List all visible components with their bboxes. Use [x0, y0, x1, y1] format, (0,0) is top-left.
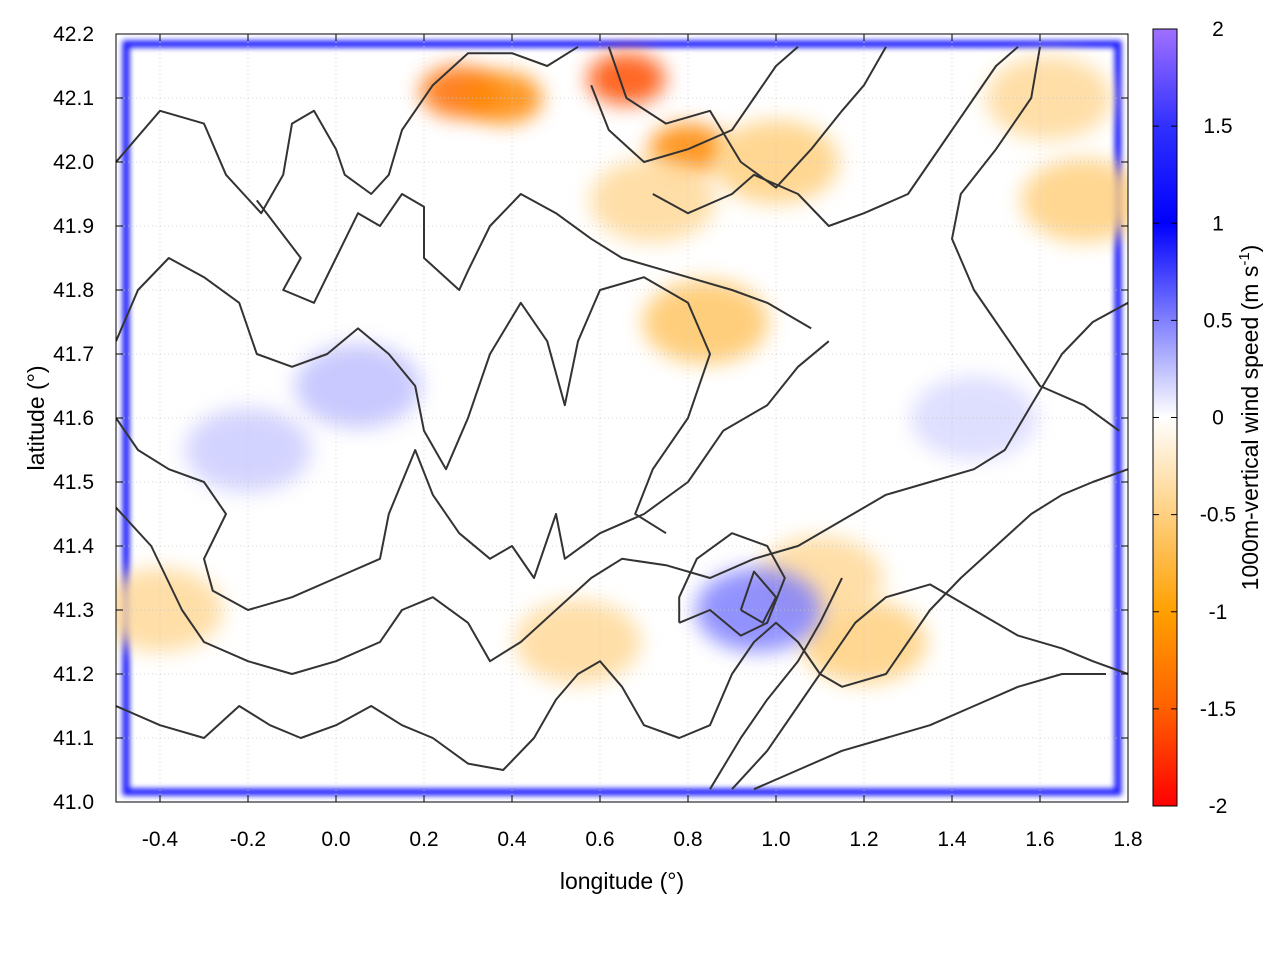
contour-lines	[116, 45, 1128, 791]
contour-line	[116, 45, 579, 215]
contour-line	[116, 340, 830, 611]
colorbar-tick-label: -1	[1209, 601, 1228, 624]
x-tick-label: 1.0	[761, 828, 790, 851]
colorbar-tick-label: 0	[1212, 407, 1224, 430]
y-axis-ticks: 41.0 41.1 41.2 41.3 41.4 41.5 41.6 41.7 41.8 41.9…	[53, 23, 1128, 814]
contour-line	[731, 583, 1128, 790]
y-tick-label: 41.5	[53, 471, 94, 494]
contour-line	[116, 301, 1128, 675]
contour-line	[739, 570, 777, 624]
colorbar-label-main: 1000m-vertical wind speed (m s	[1237, 266, 1263, 591]
colorbar-tick-label: 0.5	[1203, 309, 1232, 332]
colorbar-label-end: )	[1237, 245, 1263, 253]
y-tick-label: 41.9	[53, 215, 94, 238]
colorbar-tick-label: 1.5	[1203, 115, 1232, 138]
field-anomaly	[295, 344, 421, 428]
y-tick-label: 42.2	[53, 23, 94, 46]
x-tick-label: 0.2	[409, 828, 438, 851]
field-anomaly	[464, 72, 543, 124]
contour-line	[753, 673, 1106, 791]
x-tick-label: 1.8	[1113, 828, 1142, 851]
y-tick-label: 41.6	[53, 407, 94, 430]
field-anomaly	[1021, 158, 1128, 243]
field-anomaly	[515, 600, 641, 684]
colorbar-label-superscript: -1	[1236, 252, 1253, 265]
boundary-band	[122, 40, 1122, 796]
y-tick-label: 42.1	[53, 87, 94, 110]
y-tick-label: 41.3	[53, 599, 94, 622]
y-tick-label: 41.1	[53, 727, 94, 750]
x-axis-label: longitude (°)	[560, 868, 684, 894]
contour-line	[709, 577, 843, 790]
colorbar-label: 1000m-vertical wind speed (m s-1)	[1236, 245, 1263, 591]
x-tick-label: 1.4	[937, 828, 967, 851]
x-tick-label: 0.0	[321, 828, 350, 851]
field-anomaly	[589, 158, 716, 243]
colorbar-tick-label: 1	[1212, 212, 1224, 235]
x-tick-label: 0.6	[585, 828, 614, 851]
x-tick-label: 0.8	[673, 828, 702, 851]
contour-line	[256, 193, 812, 330]
colorbar-tick-label: -1.5	[1200, 698, 1236, 721]
x-tick-label: 1.2	[849, 828, 878, 851]
field-anomaly	[642, 280, 769, 364]
y-tick-label: 41.7	[53, 343, 94, 366]
y-axis-label: latitude (°)	[23, 365, 49, 470]
field-anomaly	[587, 52, 666, 105]
y-tick-label: 41.8	[53, 279, 94, 302]
colorbar-tick-label: -0.5	[1200, 504, 1236, 527]
field-anomaly	[911, 376, 1037, 460]
contour-line	[116, 257, 711, 535]
contour-line	[590, 46, 799, 163]
contour-line	[116, 468, 1128, 771]
contour-line	[678, 532, 786, 637]
x-tick-label: -0.2	[230, 828, 266, 851]
y-tick-label: 42.0	[53, 151, 94, 174]
contour-line	[951, 46, 1120, 432]
colorbar-tick-label: 2	[1212, 18, 1224, 41]
x-tick-label: -0.4	[142, 828, 179, 851]
contour-line	[652, 46, 1019, 227]
field-anomaly	[695, 568, 822, 652]
y-tick-label: 41.4	[53, 535, 94, 558]
contour-line	[607, 46, 887, 189]
y-tick-label: 41.0	[53, 791, 94, 814]
colorbar-tick-label: -2	[1209, 795, 1228, 818]
x-tick-label: 0.4	[497, 828, 527, 851]
x-tick-label: 1.6	[1025, 828, 1054, 851]
colorbar-ticks: 2 1.5 1 0.5 0 -0.5 -1 -1.5 -2	[1153, 18, 1236, 818]
x-axis-ticks: -0.4 -0.2 0.0 0.2 0.4 0.6 0.8 1.0 1.2 1.4 1.6 1.8	[142, 34, 1143, 851]
y-tick-label: 41.2	[53, 663, 94, 686]
